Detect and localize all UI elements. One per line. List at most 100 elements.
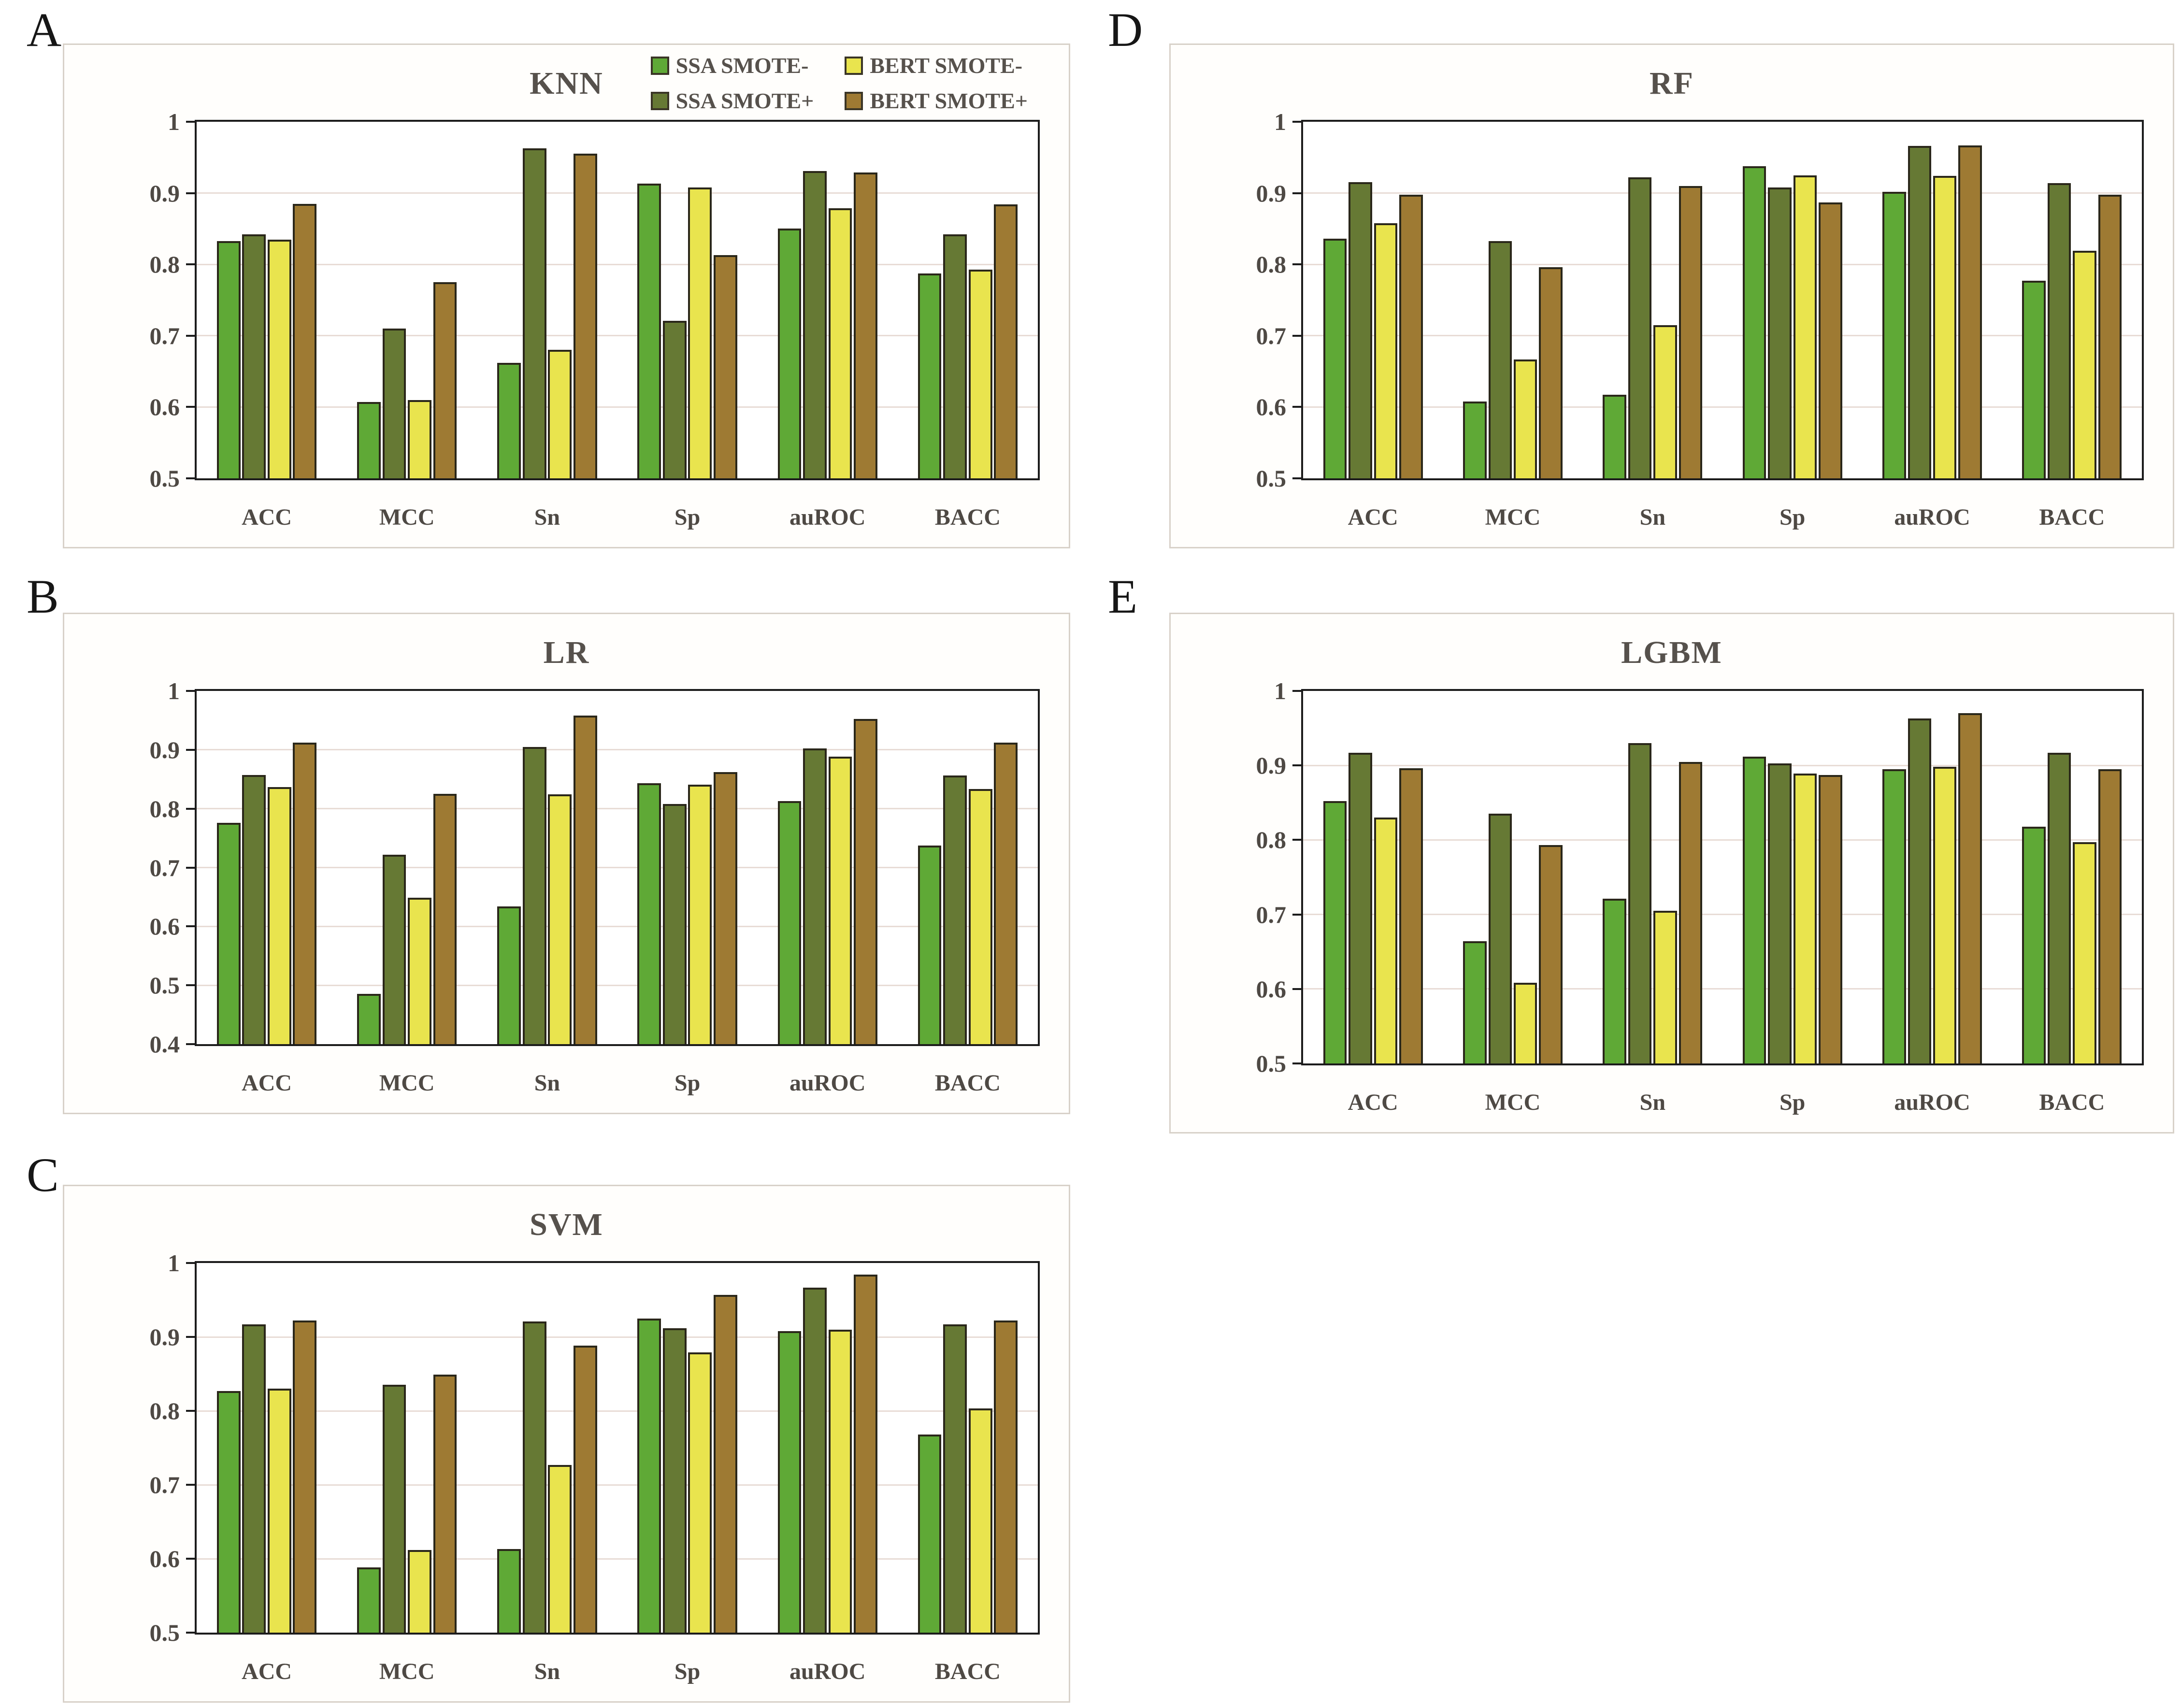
x-axis-label-acc: ACC: [242, 1659, 292, 1684]
bar-ssa-smote-sp: [1768, 187, 1792, 478]
panel-e-letter: E: [1108, 570, 1138, 623]
ssa-smote-plus-swatch-icon: [650, 91, 669, 110]
bar-bert-smote-auroc: [828, 208, 852, 478]
bar-bert-smote-sn: [1653, 910, 1677, 1063]
bar-ssa-smote-sn: [1628, 177, 1652, 478]
bar-ssa-smote-auroc: [803, 1287, 827, 1633]
panel-svm: SVM 0.5 0.6 0.7 0.8 0.9 1 ACC MCC Sn Sp auROC BACC: [63, 1185, 1070, 1703]
y-axis-tick: [186, 807, 195, 810]
bar-ssa-smote-acc: [1349, 182, 1372, 478]
legend-label: SSA SMOTE-: [675, 53, 809, 78]
bar-bert-smote-acc: [293, 743, 317, 1044]
bar-bert-smote-bacc: [994, 1320, 1018, 1633]
x-axis-label-mcc: MCC: [379, 504, 435, 530]
legend-label: BERT SMOTE+: [870, 88, 1028, 113]
bar-ssa-smote-mcc: [1488, 241, 1512, 478]
x-axis-label-sn: Sn: [534, 1659, 560, 1684]
x-axis-label-mcc: MCC: [379, 1659, 435, 1684]
y-axis-tick: [1292, 690, 1301, 692]
panel-rf-plot: 0.5 0.6 0.7 0.8 0.9 1 ACC MCC Sn Sp auROC BACC: [1256, 108, 2144, 530]
bar-ssa-smote-bacc: [943, 234, 967, 478]
bar-bert-smote-sn: [1679, 186, 1703, 478]
y-axis-tick-label: 0.9: [1256, 752, 1287, 779]
bar-bert-smote-sn: [573, 1346, 597, 1633]
panel-lr: LR 0.4 0.5 0.6 0.7 0.8 0.9 1 ACC MCC Sn Sp auROC BAC…: [63, 613, 1070, 1114]
legend: SSA SMOTE- SSA SMOTE+ BERT SMOTE- BERT S…: [650, 53, 1028, 114]
bar-ssa-smote-auroc: [777, 801, 802, 1044]
bar-ssa-smote-sn: [522, 746, 546, 1044]
panel-c-letter: C: [27, 1148, 59, 1202]
bar-ssa-smote-auroc: [803, 748, 827, 1044]
gridline-0.6: [1303, 988, 2142, 990]
bar-ssa-smote-sp: [1742, 756, 1766, 1063]
bar-ssa-smote-sp: [637, 783, 661, 1044]
x-axis-label-bacc: BACC: [2039, 504, 2105, 530]
bar-bert-smote-sn: [573, 154, 597, 478]
y-axis-tick-label: 0.6: [149, 1545, 180, 1572]
y-axis-tick: [186, 477, 195, 479]
panel-svm-title: SVM: [530, 1207, 603, 1242]
bar-bert-smote-sp: [1818, 775, 1842, 1063]
bar-ssa-smote-mcc: [357, 994, 381, 1044]
bar-bert-smote-sp: [713, 255, 737, 478]
y-axis-tick-label: 0.8: [1256, 826, 1287, 854]
y-axis-tick-label: 0.8: [149, 251, 180, 278]
bar-ssa-smote-bacc: [2022, 826, 2046, 1063]
x-axis-label-sn: Sn: [534, 504, 560, 530]
bar-ssa-smote-mcc: [382, 329, 406, 478]
bar-ssa-smote-auroc: [803, 171, 827, 478]
x-axis-label-sp: Sp: [674, 1070, 701, 1096]
y-axis-tick-label: 1: [168, 677, 180, 704]
y-axis-tick: [186, 1410, 195, 1412]
bar-ssa-smote-acc: [216, 822, 241, 1044]
y-axis-tick: [186, 1484, 195, 1486]
gridline-0.7: [197, 867, 1038, 868]
y-axis-tick: [186, 406, 195, 408]
x-axis-label-bacc: BACC: [934, 1070, 1001, 1096]
bar-bert-smote-mcc: [1513, 983, 1537, 1063]
panel-b-letter: B: [27, 570, 59, 623]
bar-bert-smote-bacc: [2098, 194, 2122, 478]
panel-rf: RF 0.5 0.6 0.7 0.8 0.9 1 ACC MCC Sn Sp auROC BACC: [1169, 43, 2174, 548]
bar-bert-smote-sn: [548, 794, 572, 1044]
x-axis-label-sp: Sp: [674, 1659, 701, 1684]
bar-bert-smote-bacc: [2073, 251, 2096, 478]
x-axis-label-sp: Sp: [674, 504, 701, 530]
bar-ssa-smote-acc: [1349, 753, 1372, 1063]
bar-ssa-smote-sp: [1768, 763, 1792, 1063]
x-axis-label-auroc: auROC: [1894, 504, 1970, 530]
bar-bert-smote-sp: [1793, 774, 1817, 1063]
gridline-0.9: [1303, 192, 2142, 194]
bar-ssa-smote-auroc: [1882, 191, 1906, 478]
gridline-0.8: [197, 1410, 1038, 1412]
y-axis-tick: [186, 748, 195, 751]
bar-bert-smote-auroc: [854, 172, 877, 478]
bar-bert-smote-bacc: [2073, 842, 2096, 1063]
y-axis-tick: [186, 1336, 195, 1338]
bar-ssa-smote-mcc: [357, 1567, 381, 1633]
panel-lr-plot: 0.4 0.5 0.6 0.7 0.8 0.9 1 ACC MCC Sn Sp auROC BACC: [150, 677, 1040, 1096]
y-axis-tick: [186, 263, 195, 266]
y-axis-tick: [1292, 1062, 1301, 1064]
bar-ssa-smote-auroc: [777, 229, 802, 478]
bar-ssa-smote-sn: [1628, 743, 1652, 1063]
bar-bert-smote-auroc: [1958, 145, 1982, 478]
x-axis-label-sp: Sp: [1779, 504, 1806, 530]
y-axis-tick-label: 0.6: [1256, 975, 1287, 1003]
bar-bert-smote-auroc: [1933, 176, 1957, 478]
bar-bert-smote-auroc: [1933, 767, 1957, 1063]
legend-label: SSA SMOTE+: [675, 88, 814, 113]
gridline-0.7: [197, 335, 1038, 337]
panel-knn-title: KNN: [530, 66, 603, 101]
bar-ssa-smote-bacc: [943, 1324, 967, 1633]
bar-bert-smote-sn: [1653, 325, 1677, 478]
bar-ssa-smote-bacc: [2047, 183, 2071, 478]
y-axis-tick-label: 0.8: [149, 1397, 180, 1424]
legend-item-ssa-smote-plus: SSA SMOTE+: [650, 88, 814, 114]
panel-svm-plot: 0.5 0.6 0.7 0.8 0.9 1 ACC MCC Sn Sp auROC BACC: [150, 1249, 1040, 1684]
bar-bert-smote-sp: [713, 1294, 737, 1633]
y-axis-tick: [1292, 334, 1301, 337]
bar-ssa-smote-bacc: [2022, 281, 2046, 478]
gridline-0.9: [197, 192, 1038, 194]
